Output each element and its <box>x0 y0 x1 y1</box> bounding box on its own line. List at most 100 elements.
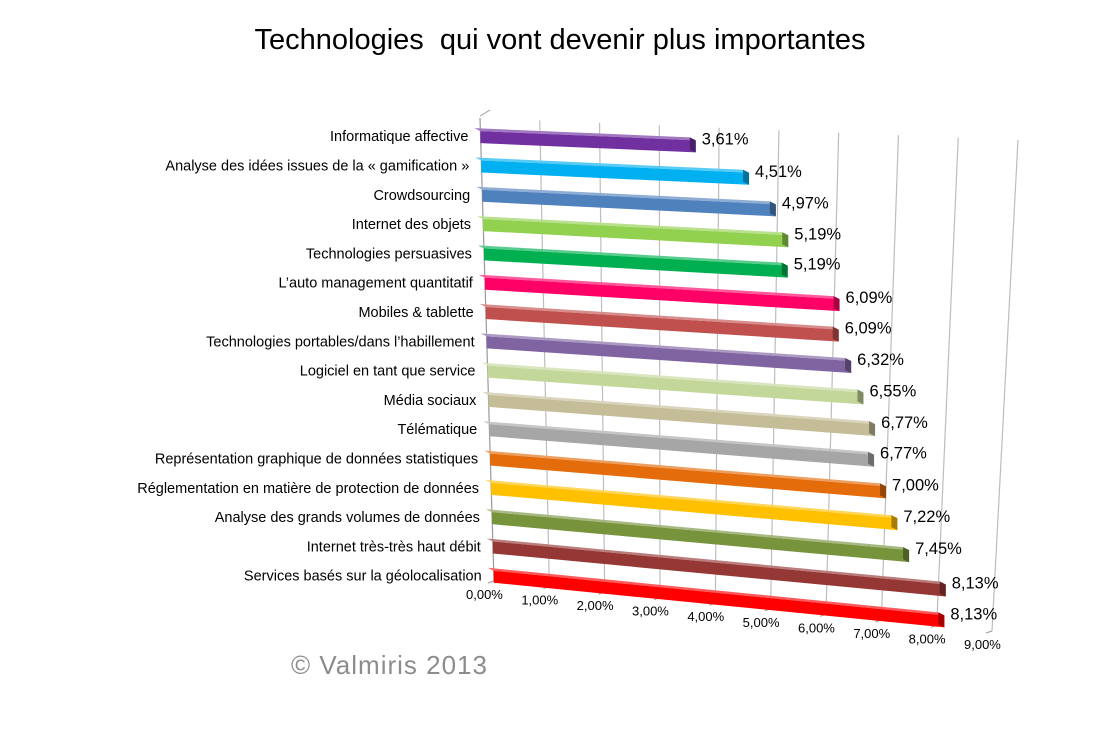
x-tick-label: 1,00% <box>521 593 558 608</box>
category-label: L’auto management quantitatif <box>279 276 474 292</box>
bar <box>480 333 852 374</box>
data-label: 5,19% <box>794 225 841 243</box>
data-label: 7,00% <box>892 476 939 494</box>
data-label: 8,13% <box>950 605 997 623</box>
category-labels: Informatique affective Analyse des idées … <box>137 129 481 585</box>
x-tick-label: 2,00% <box>577 598 614 613</box>
bar-front-face <box>487 365 864 405</box>
bar <box>483 421 875 467</box>
bar-end-face <box>782 232 789 248</box>
bar <box>476 186 776 217</box>
bar <box>484 450 887 499</box>
data-label: 6,77% <box>881 414 928 432</box>
bar-end-face <box>880 483 887 499</box>
bar-front-face <box>481 160 750 185</box>
bar-end-face <box>939 581 946 597</box>
bar <box>485 479 898 531</box>
bar-end-face <box>868 451 875 467</box>
data-label: 5,19% <box>794 256 841 274</box>
bar <box>486 538 946 597</box>
category-label: Télématique <box>397 422 477 438</box>
bar-end-face <box>832 326 839 342</box>
bar-end-face <box>743 169 750 185</box>
gridline <box>825 132 840 615</box>
bar-front-face <box>489 424 875 467</box>
bar-top-face <box>486 538 946 585</box>
data-label: 6,09% <box>845 320 892 338</box>
x-tick-label: 9,00% <box>964 637 1001 652</box>
bar-top-face <box>483 421 875 455</box>
bar-front-face <box>491 512 910 563</box>
bar-front-face <box>491 482 898 531</box>
bar-end-face <box>833 296 840 312</box>
x-tick-label: 7,00% <box>853 626 890 641</box>
bar-top-face <box>474 128 696 141</box>
bar-front-face <box>486 336 852 374</box>
data-label: 7,45% <box>915 540 962 558</box>
bar-front-face <box>482 189 776 217</box>
bar-end-face <box>857 389 864 405</box>
bar-top-face <box>482 391 876 425</box>
bar-front-face <box>490 453 887 499</box>
category-label: Réglementation en matière de protection … <box>137 481 479 497</box>
bar-front-face <box>485 307 839 342</box>
category-label: Analyse des grands volumes de données <box>215 510 480 526</box>
x-tick-label: 4,00% <box>687 609 724 624</box>
bar-top-face <box>475 157 750 173</box>
bar-end-face <box>869 421 876 437</box>
bars <box>474 128 946 628</box>
copyright-watermark: © Valmiris 2013 <box>291 650 488 680</box>
data-label: 7,22% <box>903 508 950 526</box>
bar-top-face <box>484 450 887 487</box>
bar-end-face <box>891 515 898 531</box>
bar <box>487 567 945 628</box>
bar-top-face <box>480 333 852 362</box>
category-label: Mobiles & tablette <box>358 305 473 321</box>
bar-front-face <box>483 219 789 248</box>
category-label: Représentation graphique de données stat… <box>155 452 478 468</box>
category-label: Technologies portables/dans l’habillemen… <box>206 334 474 350</box>
bar-front-face <box>492 541 946 597</box>
data-label: 6,32% <box>857 351 904 369</box>
bar <box>482 391 876 437</box>
bar-top-face <box>477 216 789 236</box>
data-label: 3,61% <box>702 130 749 148</box>
gridline <box>991 139 1019 632</box>
bar <box>477 245 788 278</box>
chart-title: Technologies qui vont devenir plus impor… <box>254 24 866 56</box>
category-label: Technologies persuasives <box>306 246 472 262</box>
bar-end-face <box>845 358 852 374</box>
gridline <box>770 130 780 609</box>
category-label: Internet très-très haut débit <box>307 539 481 555</box>
data-label: 6,55% <box>869 383 916 401</box>
bar-top-face <box>485 479 898 519</box>
gridline <box>880 135 900 620</box>
bar-top-face <box>476 186 776 205</box>
tick-mark <box>985 630 993 634</box>
x-tick-label: 8,00% <box>909 631 946 646</box>
x-tick-label: 5,00% <box>743 615 780 630</box>
bar-end-face <box>903 547 910 563</box>
bar <box>475 157 750 185</box>
bar-end-face <box>769 201 776 217</box>
bar <box>479 304 839 342</box>
bar-top-face <box>478 274 840 300</box>
bar-end-face <box>938 612 945 628</box>
bar-front-face <box>484 277 840 312</box>
data-label: 6,09% <box>846 289 893 307</box>
bar <box>485 509 910 563</box>
bar <box>477 216 789 248</box>
bar-end-face <box>689 137 696 153</box>
bar-front-face <box>493 570 945 628</box>
data-label: 4,51% <box>755 163 802 181</box>
bar-end-face <box>781 262 788 278</box>
category-label: Média sociaux <box>384 393 477 409</box>
category-label: Crowdsourcing <box>373 188 470 204</box>
category-label: Logiciel en tant que service <box>300 364 476 380</box>
bar-top-face <box>481 362 864 393</box>
x-tick-label: 3,00% <box>632 604 669 619</box>
data-label: 8,13% <box>952 574 999 592</box>
category-label: Informatique affective <box>330 129 468 145</box>
bar <box>474 128 696 153</box>
